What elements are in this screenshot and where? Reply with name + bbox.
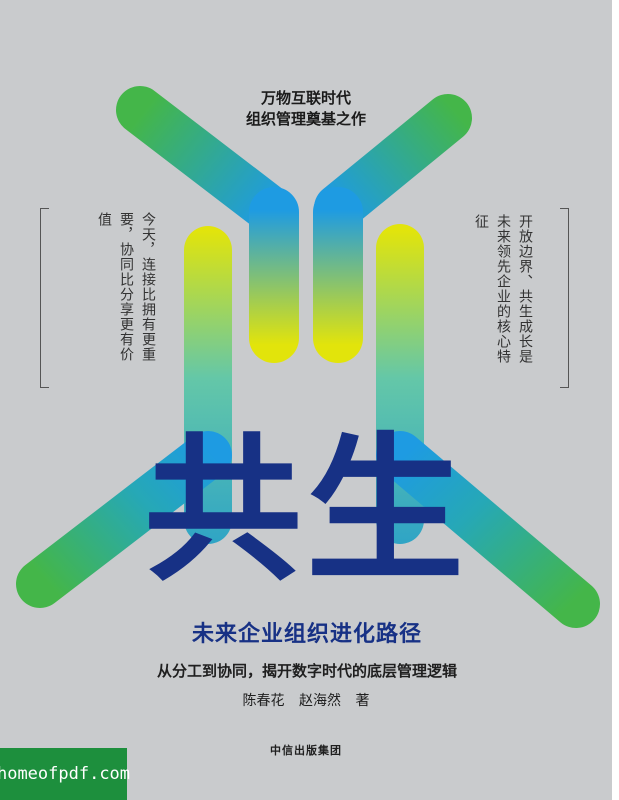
book-description: 从分工到协同，揭开数字时代的底层管理逻辑 (156, 662, 457, 680)
author-1: 陈春花 (242, 693, 285, 709)
book-title: 共生 (144, 419, 468, 603)
cover-tagline: 万物互联时代 组织管理奠基之作 (200, 88, 412, 130)
watermark-badge: homeofpdf.com (0, 748, 131, 800)
right-bracket (560, 208, 569, 388)
left-vertical-quote: 今天，连接比拥有更重要，协同比分享更有价值 (96, 212, 156, 362)
author-role: 著 (355, 693, 370, 709)
author-line: 陈春花 赵海然 著 (226, 690, 386, 710)
page-edge (612, 0, 619, 800)
tagline-line-2: 组织管理奠基之作 (245, 110, 366, 128)
arm-bottom-right (376, 431, 600, 628)
author-2: 赵海然 (299, 693, 341, 709)
tagline-line-1: 万物互联时代 (260, 89, 351, 107)
right-vertical-quote: 开放边界、共生成长是未来领先企业的核心特征 (473, 214, 533, 364)
watermark-text: homeofpdf.com (0, 764, 131, 784)
book-subtitle: 未来企业组织进化路径 (191, 622, 422, 647)
arm-top-left (116, 86, 292, 232)
publisher-name: 中信出版集团 (270, 744, 342, 757)
arm-bottom-left (16, 431, 232, 608)
arm-top-right (314, 94, 472, 232)
left-bracket (40, 208, 49, 388)
